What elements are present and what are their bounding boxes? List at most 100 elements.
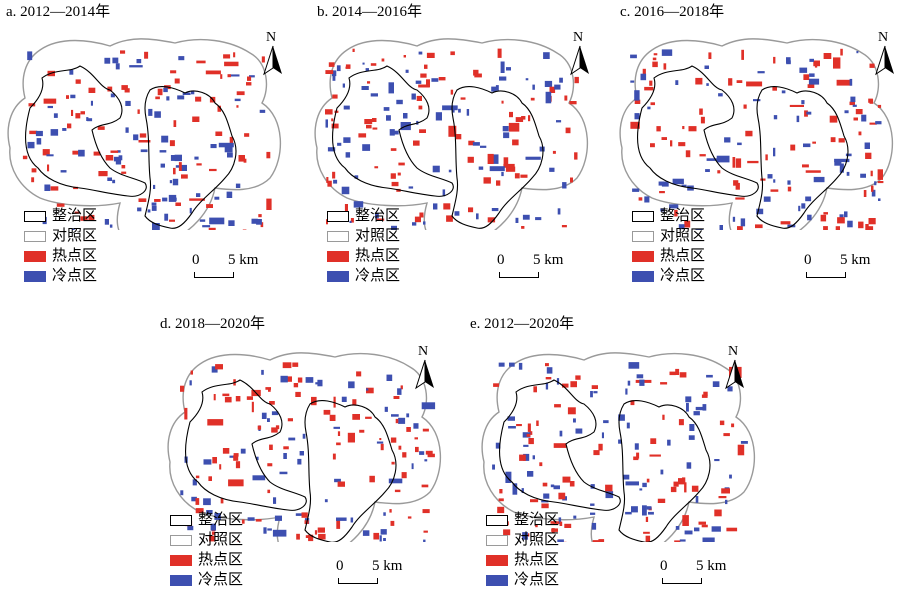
coldspot-patch	[724, 137, 731, 143]
coldspot-patch	[379, 535, 382, 542]
coldspot-patch	[423, 539, 426, 542]
hotspot-patch	[329, 414, 336, 421]
coldspot-patch	[118, 155, 123, 161]
hotspot-patch	[205, 70, 221, 75]
hotspot-patch	[467, 156, 474, 163]
legend-label: 冷点区	[198, 571, 244, 588]
legend-label: 热点区	[660, 247, 706, 264]
legend-swatch	[327, 250, 349, 262]
coldspot-patch	[786, 57, 791, 64]
hotspot-patch	[31, 168, 37, 173]
hotspot-patch	[685, 150, 691, 158]
coldspot-patch	[672, 178, 684, 185]
hotspot-patch	[787, 186, 792, 192]
hotspot-patch	[29, 130, 38, 135]
hotspot-patch	[121, 165, 126, 169]
legend-swatch	[632, 270, 654, 282]
coldspot-patch	[333, 179, 338, 184]
coldspot-patch	[554, 84, 561, 90]
coldspot-patch	[317, 379, 323, 387]
hotspot-patch	[195, 508, 204, 514]
coldspot-patch	[336, 65, 341, 72]
hotspot-patch	[501, 100, 504, 104]
coldspot-patch	[297, 458, 302, 465]
hotspot-patch	[812, 141, 816, 144]
hotspot-patch	[746, 81, 763, 87]
coldspot-patch	[412, 222, 417, 226]
coldspot-patch	[813, 176, 825, 183]
legend-swatch	[632, 210, 654, 222]
hotspot-patch	[652, 61, 658, 68]
coldspot-patch	[386, 115, 391, 121]
hotspot-patch	[561, 225, 567, 228]
coldspot-patch	[521, 488, 524, 493]
hotspot-patch	[80, 111, 85, 115]
hotspot-patch	[331, 123, 339, 129]
coldspot-patch	[799, 67, 808, 73]
legend-label: 整治区	[198, 511, 244, 528]
legend-label: 对照区	[52, 227, 98, 244]
coldspot-patch	[333, 426, 340, 429]
coldspot-patch	[336, 517, 347, 521]
panel-title: b. 2014—2016年	[317, 4, 423, 20]
north-arrow: N	[870, 30, 900, 80]
coldspot-patch	[628, 362, 640, 369]
hotspot-patch	[745, 130, 753, 137]
map-e	[481, 352, 755, 542]
coldspot-patch	[187, 525, 194, 531]
hotspot-patch	[222, 448, 230, 454]
coldspot-patch	[271, 411, 279, 416]
hotspot-patch	[855, 109, 863, 115]
hotspot-patch	[219, 464, 222, 470]
hotspot-patch	[858, 221, 864, 229]
hotspot-patch	[391, 461, 395, 465]
hotspot-patch	[418, 84, 430, 88]
hotspot-patch	[47, 164, 50, 172]
hotspot-patch	[98, 171, 108, 177]
coldspot-patch	[199, 219, 206, 222]
coldspot-patch	[256, 219, 262, 225]
coldspot-patch	[172, 178, 179, 186]
hotspot-patch	[837, 217, 845, 224]
coldspot-patch	[396, 99, 403, 105]
coldspot-patch	[508, 426, 516, 429]
coldspot-patch	[349, 220, 352, 223]
coldspot-patch	[803, 143, 811, 148]
coldspot-patch	[532, 84, 535, 90]
coldspot-patch	[809, 58, 814, 62]
hotspot-patch	[282, 362, 292, 369]
hotspot-patch	[275, 425, 280, 430]
coldspot-patch	[386, 374, 393, 381]
coldspot-patch	[104, 219, 109, 225]
legend-item-cold: 冷点区	[170, 570, 243, 590]
coldspot-patch	[161, 135, 169, 143]
hotspot-patch	[593, 450, 600, 456]
hotspot-patch	[209, 535, 215, 542]
hotspot-patch	[663, 63, 667, 70]
hotspot-patch	[652, 57, 657, 61]
hotspot-patch	[773, 56, 776, 64]
coldspot-patch	[689, 424, 695, 431]
coldspot-patch	[267, 528, 272, 531]
hotspot-patch	[235, 396, 241, 402]
hotspot-patch	[536, 420, 539, 426]
hotspot-patch	[570, 177, 573, 183]
coldspot-patch	[545, 382, 549, 390]
coldspot-patch	[466, 109, 470, 116]
hotspot-patch	[236, 105, 239, 108]
hotspot-patch	[154, 199, 161, 202]
hotspot-patch	[337, 481, 345, 487]
hotspot-patch	[728, 78, 733, 86]
coldspot-patch	[658, 181, 665, 186]
hotspot-patch	[390, 173, 396, 179]
hotspot-patch	[208, 476, 212, 481]
coldspot-patch	[773, 179, 776, 183]
hotspot-patch	[397, 172, 401, 176]
hotspot-patch	[332, 94, 338, 99]
legend-swatch	[327, 230, 349, 242]
legend: 整治区 对照区 热点区 冷点区	[486, 510, 559, 590]
hotspot-patch	[554, 404, 561, 408]
hotspot-patch	[390, 520, 395, 526]
treatment-area-east-outline	[451, 86, 544, 229]
coldspot-patch	[432, 165, 440, 173]
